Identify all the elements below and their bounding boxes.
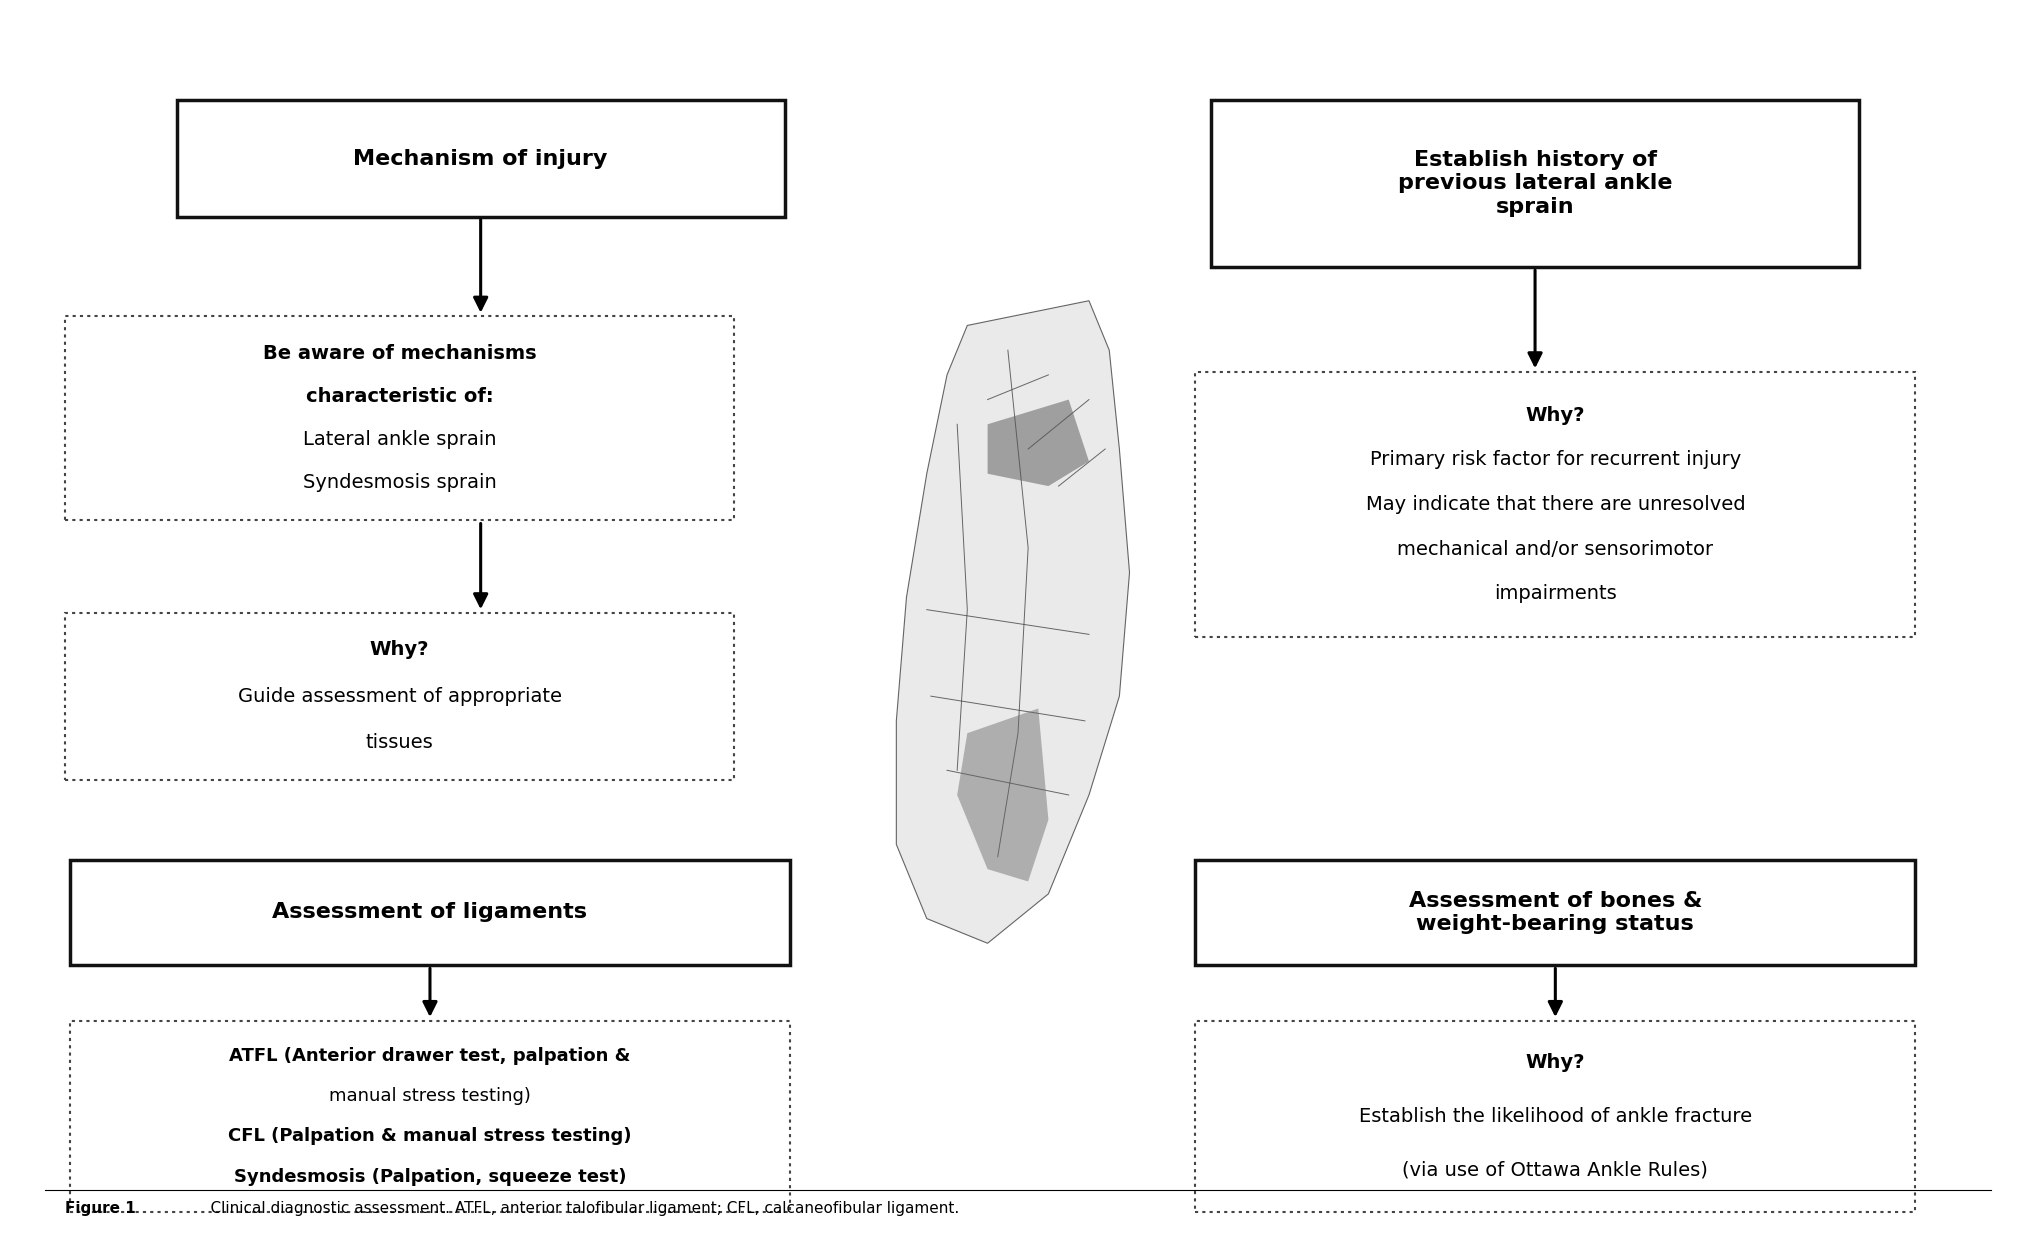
Text: Be aware of mechanisms: Be aware of mechanisms: [263, 345, 535, 363]
FancyBboxPatch shape: [177, 100, 784, 218]
FancyBboxPatch shape: [69, 860, 790, 965]
FancyBboxPatch shape: [1195, 1020, 1916, 1212]
Text: Clinical diagnostic assessment. ATFL, anterior talofibular ligament; CFL, calcan: Clinical diagnostic assessment. ATFL, an…: [191, 1202, 959, 1217]
Text: Figure 1: Figure 1: [65, 1202, 136, 1217]
Text: characteristic of:: characteristic of:: [305, 387, 493, 407]
FancyBboxPatch shape: [1195, 860, 1916, 965]
FancyBboxPatch shape: [1211, 100, 1859, 266]
Text: Establish the likelihood of ankle fracture: Establish the likelihood of ankle fractu…: [1358, 1107, 1751, 1126]
Text: May indicate that there are unresolved: May indicate that there are unresolved: [1366, 495, 1745, 514]
FancyBboxPatch shape: [65, 613, 735, 780]
FancyBboxPatch shape: [1195, 372, 1916, 637]
Text: Guide assessment of appropriate: Guide assessment of appropriate: [238, 687, 562, 705]
Text: CFL (Palpation & manual stress testing): CFL (Palpation & manual stress testing): [228, 1127, 631, 1146]
Text: manual stress testing): manual stress testing): [330, 1087, 531, 1105]
FancyBboxPatch shape: [69, 1020, 790, 1212]
Text: Mechanism of injury: Mechanism of injury: [354, 148, 609, 169]
Text: mechanical and/or sensorimotor: mechanical and/or sensorimotor: [1397, 540, 1714, 559]
Text: Assessment of bones &
weight-bearing status: Assessment of bones & weight-bearing sta…: [1409, 891, 1702, 934]
Text: Assessment of ligaments: Assessment of ligaments: [273, 902, 588, 922]
Text: Lateral ankle sprain: Lateral ankle sprain: [303, 430, 497, 449]
Text: Establish history of
previous lateral ankle
sprain: Establish history of previous lateral an…: [1399, 151, 1672, 216]
Text: Syndesmosis sprain: Syndesmosis sprain: [303, 473, 497, 491]
Text: (via use of Ottawa Ankle Rules): (via use of Ottawa Ankle Rules): [1403, 1161, 1708, 1179]
Polygon shape: [957, 709, 1049, 882]
Text: Why?: Why?: [1525, 406, 1586, 425]
Text: Syndesmosis (Palpation, squeeze test): Syndesmosis (Palpation, squeeze test): [234, 1168, 627, 1186]
Polygon shape: [896, 301, 1130, 943]
Text: Why?: Why?: [1525, 1054, 1586, 1072]
Polygon shape: [987, 399, 1089, 486]
Text: Primary risk factor for recurrent injury: Primary risk factor for recurrent injury: [1370, 450, 1741, 469]
Text: tissues: tissues: [366, 734, 434, 753]
Text: impairments: impairments: [1494, 585, 1617, 603]
FancyBboxPatch shape: [65, 316, 735, 520]
Text: Why?: Why?: [371, 639, 430, 659]
Text: ATFL (Anterior drawer test, palpation &: ATFL (Anterior drawer test, palpation &: [230, 1047, 631, 1065]
